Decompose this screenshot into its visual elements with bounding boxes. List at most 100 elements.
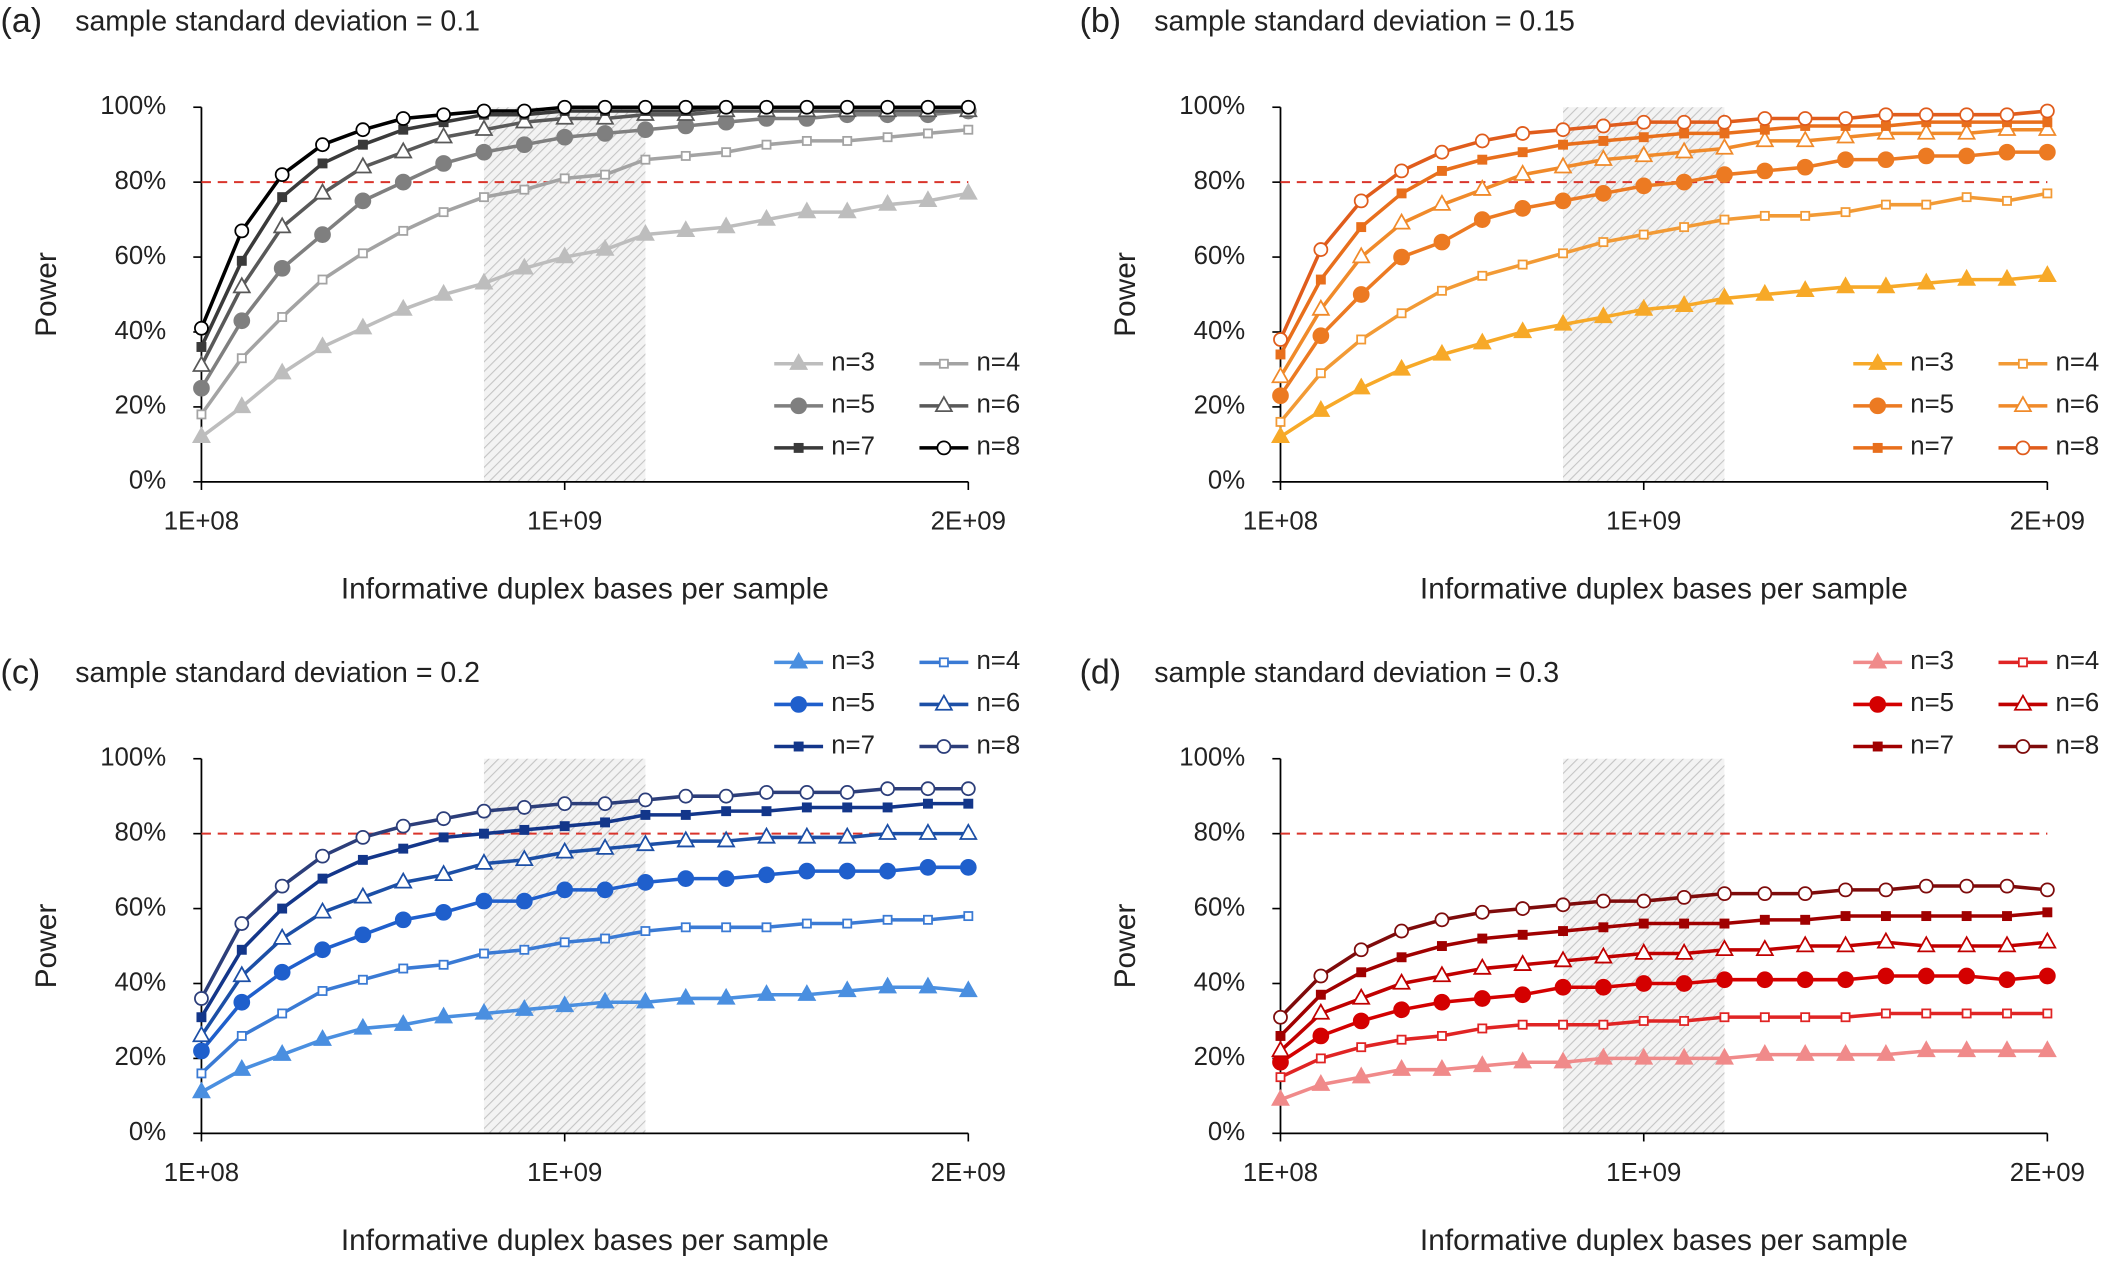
data-point: [1477, 154, 1488, 165]
data-point: [676, 987, 696, 1005]
data-point: [1273, 332, 1288, 347]
data-point: [1755, 939, 1775, 956]
data-point: [514, 257, 534, 275]
panel-label: (d): [1080, 654, 1121, 692]
data-point: [191, 355, 211, 372]
data-point: [1961, 1008, 1972, 1019]
data-point: [2037, 931, 2057, 949]
data-point: [398, 124, 409, 135]
data-point: [1679, 222, 1690, 233]
legend-label: n=4: [976, 647, 1020, 675]
legend-label: n=5: [831, 689, 875, 717]
data-point: [1515, 901, 1531, 916]
data-point: [515, 892, 533, 910]
data-point: [1674, 141, 1694, 159]
data-point: [556, 128, 574, 146]
data-point: [919, 859, 937, 876]
legend-marker: [2013, 395, 2033, 413]
data-point: [395, 818, 411, 834]
data-point: [1876, 122, 1896, 140]
data-point: [514, 999, 534, 1016]
data-point: [1433, 993, 1451, 1011]
data-point: [801, 802, 812, 813]
data-point: [1878, 882, 1894, 898]
legend-label: n=5: [1910, 689, 1954, 717]
data-point: [878, 976, 898, 994]
data-point: [717, 870, 735, 887]
data-point: [1392, 972, 1412, 990]
data-point: [398, 843, 409, 854]
data-point: [1351, 246, 1371, 264]
data-point: [1436, 285, 1447, 296]
data-point: [721, 922, 732, 933]
data-point: [637, 121, 654, 139]
y-tick-label: 20%: [1194, 392, 1246, 420]
data-point: [1800, 914, 1811, 925]
data-point: [678, 99, 694, 115]
data-point: [1311, 1002, 1331, 1020]
data-point: [232, 965, 252, 983]
data-point: [1598, 922, 1609, 933]
data-point: [1553, 1051, 1573, 1069]
data-point: [1797, 111, 1813, 126]
data-point: [920, 781, 936, 797]
series-line: [1279, 191, 2048, 423]
data-point: [314, 941, 331, 959]
data-point: [1392, 1059, 1412, 1076]
data-point: [1755, 1044, 1775, 1061]
y-axis-title: Power: [30, 252, 63, 337]
data-point: [193, 379, 210, 397]
data-point: [1840, 207, 1851, 218]
data-point: [1513, 1051, 1533, 1069]
data-point: [398, 963, 409, 974]
data-point: [597, 796, 613, 812]
legend-marker: [790, 397, 807, 415]
data-point: [514, 849, 534, 867]
data-point: [1918, 878, 1934, 894]
legend-label: n=8: [2056, 731, 2100, 759]
data-point: [555, 841, 575, 859]
data-point: [1877, 967, 1895, 985]
y-tick-label: 0%: [129, 1118, 166, 1146]
data-point: [1311, 400, 1331, 417]
data-point: [474, 1002, 494, 1020]
x-tick-label: 2E+09: [2010, 507, 2085, 535]
data-point: [234, 223, 250, 239]
data-point: [882, 802, 893, 813]
data-point: [1997, 935, 2017, 953]
data-point: [1555, 897, 1571, 913]
data-point: [1593, 149, 1613, 166]
data-point: [1757, 886, 1773, 901]
data-point: [1275, 349, 1286, 360]
data-point: [1759, 1012, 1770, 1023]
y-axis-title: Power: [1109, 904, 1142, 989]
panel-title: sample standard deviation = 0.3: [1154, 657, 1559, 689]
data-point: [1716, 971, 1733, 989]
data-point: [1356, 967, 1367, 978]
data-point: [357, 139, 368, 150]
data-point: [759, 99, 774, 115]
data-point: [1838, 882, 1853, 898]
data-point: [757, 208, 776, 226]
legend-label: n=5: [1910, 391, 1954, 419]
data-point: [1840, 911, 1851, 922]
data-point: [918, 976, 938, 994]
data-point: [1474, 904, 1490, 920]
data-point: [476, 103, 492, 119]
y-tick-label: 40%: [1194, 968, 1246, 996]
data-point: [357, 248, 368, 259]
data-point: [233, 312, 251, 330]
data-point: [1755, 283, 1775, 301]
data-point: [1921, 911, 1932, 922]
data-point: [274, 878, 290, 894]
x-axis-title: Informative duplex bases per sample: [1420, 572, 1908, 605]
data-point: [1554, 978, 1572, 996]
data-point: [436, 107, 452, 123]
data-point: [313, 182, 332, 200]
data-point: [799, 785, 815, 800]
data-point: [1999, 878, 2015, 894]
data-point: [1393, 248, 1410, 266]
series-line: [199, 831, 969, 1037]
data-point: [1393, 1001, 1410, 1019]
data-point: [1558, 248, 1568, 259]
